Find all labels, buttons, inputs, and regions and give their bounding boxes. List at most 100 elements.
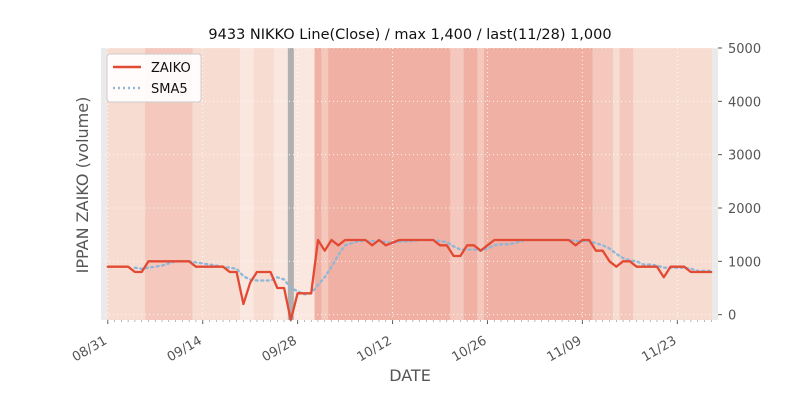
background-band	[456, 48, 465, 320]
background-band	[694, 48, 702, 320]
background-band	[606, 48, 614, 320]
background-band	[551, 48, 559, 320]
background-band	[101, 48, 107, 320]
background-band	[712, 48, 718, 320]
x-tick-label: 08/31	[70, 333, 110, 365]
y-tick-label: 3000	[728, 149, 761, 164]
grid	[101, 47, 718, 320]
background-band	[348, 48, 356, 320]
background-band	[341, 48, 349, 320]
background-band	[626, 48, 634, 320]
background-band	[239, 48, 248, 320]
background-band	[423, 48, 431, 320]
background-band	[653, 48, 661, 320]
background-band	[226, 48, 234, 320]
background-band	[212, 48, 220, 320]
background-band	[172, 48, 180, 320]
background-band	[572, 48, 580, 320]
background-band	[253, 48, 261, 320]
series-zaiko	[106, 238, 713, 322]
y-tick-label: 4000	[728, 95, 761, 110]
background-band	[443, 48, 451, 320]
legend: ZAIKO SMA5	[106, 53, 202, 103]
background-band	[328, 48, 336, 320]
background-band	[646, 48, 654, 320]
background-band	[585, 48, 593, 320]
background-band	[524, 48, 532, 320]
background-band	[558, 48, 566, 320]
background-band	[592, 48, 600, 320]
background-band	[490, 48, 498, 320]
background-band	[280, 48, 288, 320]
x-tick-label: 11/09	[544, 333, 584, 365]
background-band	[545, 48, 553, 320]
background-band	[640, 48, 648, 320]
background-band	[660, 48, 668, 320]
background-band	[531, 48, 539, 320]
background-band	[680, 48, 688, 320]
background-band	[565, 48, 573, 320]
background-band	[267, 48, 275, 320]
background-band	[321, 48, 329, 320]
background-band	[633, 48, 641, 320]
series-line-zaiko	[106, 238, 713, 322]
chart-title: 9433 NIKKO Line(Close) / max 1,400 / las…	[208, 27, 611, 43]
background-band	[260, 48, 268, 320]
background-band	[355, 48, 363, 320]
background-band	[145, 48, 153, 320]
background-band	[402, 48, 410, 320]
background-band	[395, 48, 404, 320]
y-tick-label: 1000	[728, 255, 761, 270]
background-band	[158, 48, 166, 320]
y-tick-label: 5000	[728, 42, 761, 57]
background-band	[409, 48, 417, 320]
y-axis-title: IPPAN ZAIKO (volume)	[73, 97, 92, 274]
x-tick-label: 09/14	[165, 333, 205, 365]
background-band	[131, 48, 139, 320]
background-band	[470, 48, 478, 320]
background-band	[436, 48, 444, 320]
background-band	[185, 48, 193, 320]
background-band	[667, 48, 675, 320]
background-band	[151, 48, 159, 320]
x-tick-label: 10/26	[450, 333, 490, 365]
background-band	[307, 48, 315, 320]
background-band	[612, 48, 620, 320]
background-band	[429, 48, 437, 320]
background-band	[192, 48, 200, 320]
x-axis: 08/31 09/14 09/28 10/12 10/26 11/09 11/23	[70, 320, 712, 365]
background-band	[138, 48, 146, 320]
background-band	[362, 48, 370, 320]
background-band	[687, 48, 695, 320]
background-band	[701, 48, 709, 320]
background-band	[477, 48, 485, 320]
background-band	[463, 48, 471, 320]
background-band	[538, 48, 546, 320]
x-tick-label: 11/23	[639, 333, 679, 365]
x-tick-label: 09/28	[260, 333, 300, 365]
background-band	[124, 48, 132, 320]
background-band	[416, 48, 424, 320]
y-axis: 0 1000 2000 3000 4000 5000	[718, 42, 761, 324]
background-band	[206, 48, 214, 320]
x-tick-label: 10/12	[355, 333, 395, 365]
background-band	[450, 48, 458, 320]
legend-label-sma5: SMA5	[151, 82, 188, 97]
background-band	[111, 48, 119, 320]
background-band	[301, 48, 309, 320]
background-band	[707, 48, 715, 320]
background-band	[511, 48, 519, 320]
background-band	[314, 48, 322, 320]
background-band	[599, 48, 607, 320]
background-band	[504, 48, 512, 320]
background-band	[497, 48, 505, 320]
background-band	[233, 48, 241, 320]
background-band	[382, 48, 390, 320]
background-band	[117, 48, 126, 320]
legend-label-zaiko: ZAIKO	[151, 61, 191, 76]
y-tick-label: 0	[728, 309, 736, 324]
background-band	[219, 48, 227, 320]
background-band	[246, 48, 254, 320]
x-axis-title: DATE	[389, 366, 431, 385]
